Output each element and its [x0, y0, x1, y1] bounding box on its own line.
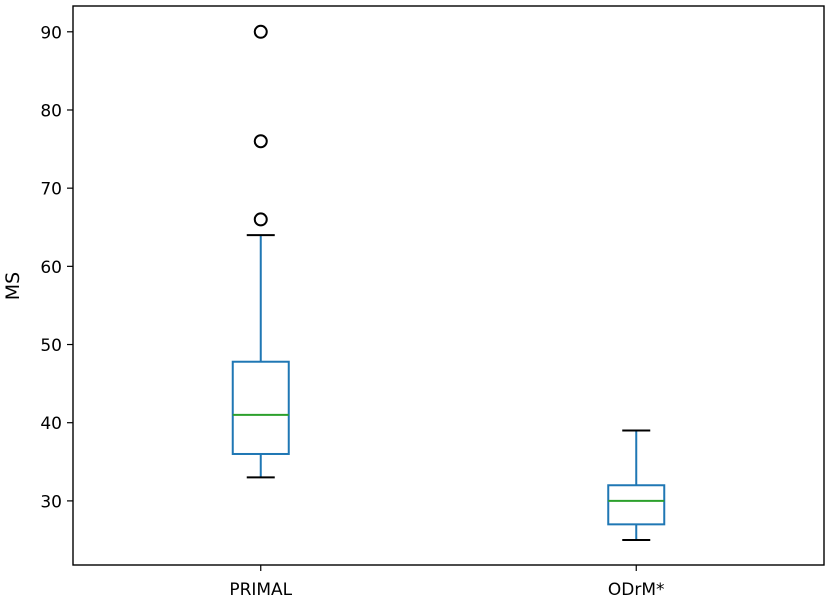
- outlier-point: [253, 212, 268, 227]
- y-tick-label: 70: [40, 180, 62, 200]
- boxes-group: [231, 24, 666, 541]
- x-tick-label: PRIMAL: [229, 580, 292, 600]
- box-2: [607, 429, 666, 541]
- y-axis-label: MS: [2, 272, 24, 300]
- iqr-box: [607, 484, 666, 526]
- x-tick-label: ODrM*: [608, 580, 665, 600]
- outlier-point: [253, 134, 268, 149]
- y-axis: 30 40 50 60 70 80 90: [40, 23, 73, 512]
- outlier-point: [253, 24, 268, 39]
- iqr-box: [231, 360, 290, 455]
- y-tick-label: 50: [40, 336, 62, 356]
- y-tick-label: 60: [40, 258, 62, 278]
- y-tick-label: 90: [40, 23, 62, 43]
- box-1: [231, 24, 290, 479]
- x-axis: PRIMAL ODrM*: [229, 565, 665, 600]
- plot-area-frame: [72, 5, 825, 566]
- y-tick-label: 40: [40, 414, 62, 434]
- y-tick-label: 30: [40, 492, 62, 512]
- y-tick-label: 80: [40, 101, 62, 121]
